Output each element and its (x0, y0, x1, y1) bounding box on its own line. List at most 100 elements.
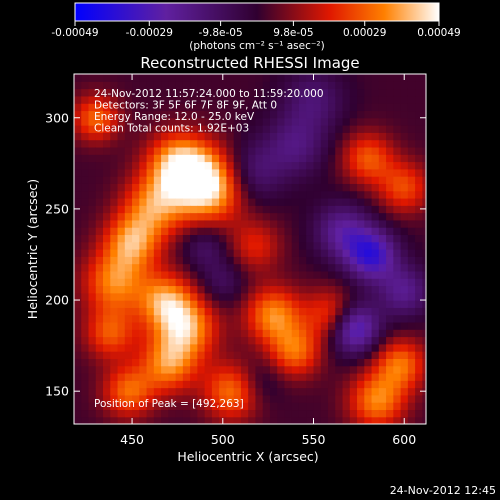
heatmap-cell (168, 212, 177, 221)
heatmap-cell (386, 351, 394, 359)
heatmap-cell (88, 402, 97, 411)
heatmap-cell (357, 110, 365, 119)
heatmap-cell (74, 88, 82, 97)
heatmap-cell (393, 219, 402, 228)
heatmap-cell (386, 380, 394, 389)
heatmap-cell (415, 241, 423, 250)
heatmap-cell (211, 416, 220, 424)
heatmap-cell (422, 197, 426, 206)
heatmap-cell (182, 249, 191, 257)
heatmap-cell (400, 146, 409, 155)
heatmap-cell (139, 358, 148, 367)
heatmap-cell (146, 227, 155, 236)
heatmap-cell (422, 409, 426, 418)
heatmap-cell (95, 161, 104, 170)
heatmap-cell (306, 227, 315, 236)
heatmap-cell (175, 241, 184, 250)
heatmap-cell (211, 88, 220, 97)
heatmap-cell (226, 394, 235, 403)
heatmap-cell (298, 329, 307, 338)
heatmap-cell (248, 307, 257, 316)
heatmap-cell (226, 256, 235, 265)
heatmap-cell (393, 256, 402, 265)
heatmap-cell (407, 132, 416, 141)
heatmap-cell (371, 380, 380, 389)
heatmap-cell (233, 249, 242, 257)
heatmap-cell (393, 117, 402, 126)
heatmap-cell (226, 416, 235, 424)
heatmap-cell (328, 227, 336, 236)
heatmap-cell (233, 365, 242, 374)
heatmap-cell (269, 314, 278, 323)
heatmap-cell (182, 270, 191, 279)
heatmap-cell (233, 88, 242, 97)
heatmap-cell (226, 249, 235, 257)
heatmap-cell (407, 176, 416, 184)
heatmap-cell (182, 81, 191, 90)
heatmap-cell (103, 139, 111, 148)
heatmap-cell (124, 227, 133, 236)
heatmap-cell (132, 146, 140, 155)
heatmap-cell (88, 154, 97, 163)
heatmap-cell (393, 132, 402, 141)
heatmap-cell (110, 81, 119, 90)
heatmap-cell (74, 81, 82, 90)
heatmap-cell (371, 416, 380, 424)
heatmap-cell (277, 402, 286, 411)
heatmap-cell (349, 234, 358, 243)
heatmap-cell (320, 380, 329, 389)
heatmap-cell (306, 103, 315, 112)
heatmap-cell (124, 139, 133, 148)
heatmap-cell (364, 219, 373, 228)
heatmap-cell (262, 241, 271, 250)
heatmap-cell (335, 409, 344, 418)
heatmap-cell (95, 329, 104, 338)
heatmap-cell (371, 139, 380, 148)
heatmap-cell (182, 336, 191, 345)
colorbar-tick-label: 0.00029 (343, 27, 386, 39)
heatmap-cell (306, 336, 315, 345)
heatmap-cell (175, 110, 184, 119)
heatmap-cell (415, 110, 423, 119)
heatmap-cell (400, 256, 409, 265)
heatmap-cell (153, 139, 162, 148)
x-axis-label: Heliocentric X (arcsec) (177, 449, 318, 464)
heatmap-cell (407, 321, 416, 330)
heatmap-cell (117, 256, 126, 265)
heatmap-cell (415, 117, 423, 126)
heatmap-cell (197, 219, 206, 228)
heatmap-cell (103, 95, 111, 104)
heatmap-cell (291, 307, 300, 316)
heatmap-cell (277, 336, 286, 345)
heatmap-cell (393, 394, 402, 403)
heatmap-cell (110, 394, 119, 403)
heatmap-cell (132, 234, 140, 243)
heatmap-cell (378, 88, 387, 97)
heatmap-cell (161, 110, 169, 119)
heatmap-cell (407, 278, 416, 287)
heatmap-cell (313, 219, 322, 228)
heatmap-cell (146, 103, 155, 112)
heatmap-cell (378, 110, 387, 119)
heatmap-cell (255, 205, 264, 214)
heatmap-cell (117, 161, 126, 170)
heatmap-cell (175, 132, 184, 141)
heatmap-cell (298, 256, 307, 265)
heatmap-cell (298, 212, 307, 221)
heatmap-cell (291, 241, 300, 250)
heatmap-cell (233, 168, 242, 177)
heatmap-cell (117, 307, 126, 316)
heatmap-cell (190, 161, 198, 170)
heatmap-cell (357, 307, 365, 316)
heatmap-cell (371, 329, 380, 338)
heatmap-cell (88, 409, 97, 418)
heatmap-cell (88, 81, 97, 90)
heatmap-cell (386, 285, 394, 294)
heatmap-cell (364, 387, 373, 396)
heatmap-cell (132, 161, 140, 170)
heatmap-cell (233, 212, 242, 221)
heatmap-cell (190, 81, 198, 90)
heatmap-cell (422, 227, 426, 236)
heatmap-cell (277, 358, 286, 367)
heatmap-cell (277, 307, 286, 316)
